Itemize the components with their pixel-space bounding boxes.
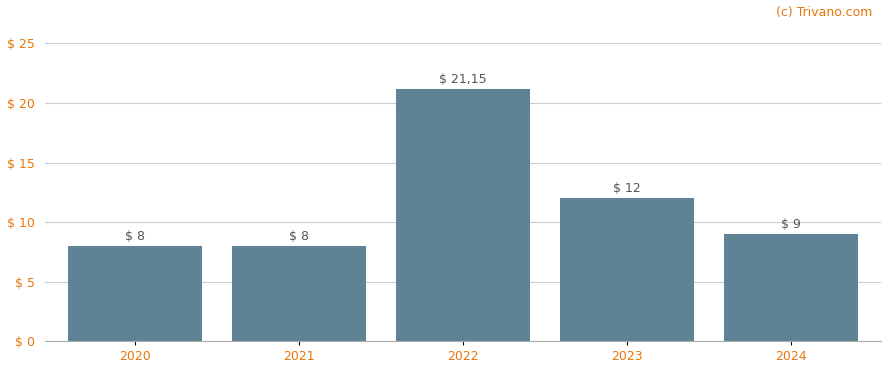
Text: $ 21,15: $ 21,15	[439, 73, 487, 86]
Bar	[67, 246, 202, 341]
Text: $ 8: $ 8	[124, 230, 145, 243]
Text: $ 9: $ 9	[781, 218, 801, 231]
Bar	[724, 234, 858, 341]
Text: $ 8: $ 8	[289, 230, 309, 243]
Text: (c) Trivano.com: (c) Trivano.com	[776, 6, 873, 19]
Text: $ 12: $ 12	[613, 182, 641, 195]
Bar	[395, 89, 530, 341]
Bar	[559, 198, 694, 341]
Bar	[232, 246, 366, 341]
